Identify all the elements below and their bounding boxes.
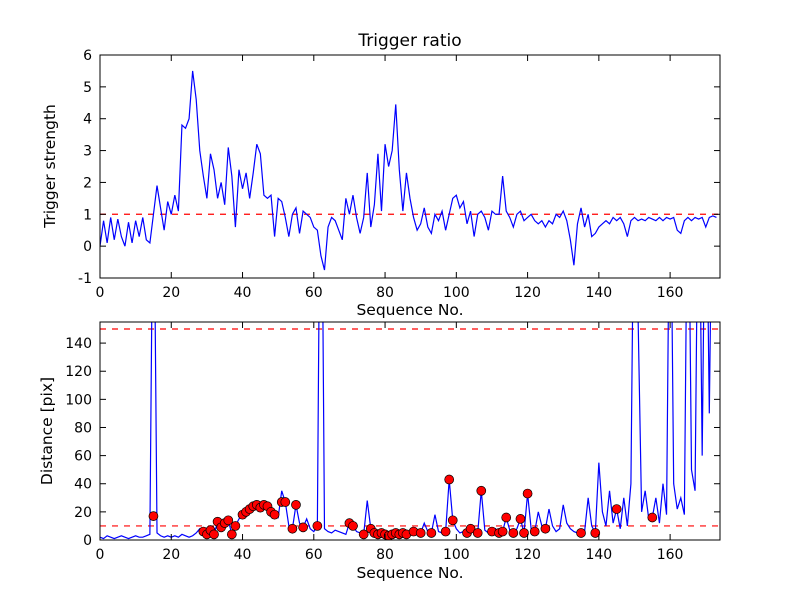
scatter-point xyxy=(298,522,308,533)
scatter-point xyxy=(291,499,301,510)
bottom-yaxis-label: Distance [pix] xyxy=(38,377,56,485)
top-y-tick-label: 4 xyxy=(83,112,92,128)
top-y-tick-label: 6 xyxy=(83,48,92,64)
scatter-point xyxy=(148,511,159,521)
scatter-point xyxy=(647,512,658,523)
scatter-point xyxy=(519,528,529,538)
chart-title: Trigger ratio xyxy=(357,31,461,51)
bottom-y-tick-label: 120 xyxy=(65,364,92,380)
top-axes-frame xyxy=(99,54,721,279)
bottom-x-tick-label: 20 xyxy=(162,547,180,563)
scatter-point xyxy=(501,512,512,523)
bottom-y-tick-label: 0 xyxy=(83,533,92,549)
top-x-tick-label: 60 xyxy=(305,285,323,301)
scatter-point xyxy=(358,529,369,540)
top-y-tick-label: -1 xyxy=(78,271,92,287)
scatter-point xyxy=(540,523,551,534)
scatter-point xyxy=(226,529,237,540)
top-y-tick-label: 5 xyxy=(83,80,92,96)
scatter-point xyxy=(476,485,487,496)
bottom-x-tick-label: 140 xyxy=(585,547,612,563)
bottom-x-tick-label: 100 xyxy=(443,547,470,563)
scatter-point xyxy=(287,523,298,534)
scatter-point xyxy=(426,528,437,538)
bottom-y-tick-label: 60 xyxy=(74,449,92,465)
scatter-point xyxy=(497,526,508,537)
scatter-point xyxy=(280,497,291,507)
bottom-xaxis-label: Sequence No. xyxy=(356,564,463,582)
top-x-tick-label: 80 xyxy=(376,285,394,301)
top-y-tick-label: 3 xyxy=(83,144,92,160)
top-series-line xyxy=(100,70,717,271)
scatter-point xyxy=(522,488,533,499)
scatter-point xyxy=(465,523,476,534)
scatter-point xyxy=(223,515,234,526)
scatter-point xyxy=(209,529,219,540)
scatter-point xyxy=(415,528,426,538)
bottom-y-tick-label: 80 xyxy=(74,420,92,436)
bottom-x-tick-label: 120 xyxy=(514,547,541,563)
top-x-tick-label: 40 xyxy=(234,285,252,301)
bottom-series-line xyxy=(100,322,712,540)
top-x-tick-label: 100 xyxy=(443,285,470,301)
top-x-tick-label: 120 xyxy=(514,285,541,301)
bottom-axes-frame xyxy=(99,321,721,541)
bottom-y-tick-label: 140 xyxy=(65,336,92,352)
bottom-y-tick-label: 20 xyxy=(74,505,92,521)
top-x-tick-label: 0 xyxy=(96,285,105,301)
scatter-point xyxy=(269,509,280,520)
scatter-point xyxy=(590,528,601,538)
top-x-tick-label: 160 xyxy=(657,285,684,301)
scatter-point xyxy=(508,528,519,538)
scatter-point xyxy=(447,515,458,526)
top-y-tick-label: 2 xyxy=(83,175,92,191)
scatter-point xyxy=(611,504,622,514)
scatter-point xyxy=(440,526,451,537)
scatter-point xyxy=(444,474,455,485)
bottom-x-tick-label: 160 xyxy=(657,547,684,563)
scatter-point xyxy=(312,521,323,531)
scatter-point xyxy=(230,521,241,531)
top-x-tick-label: 20 xyxy=(162,285,180,301)
scatter-point xyxy=(348,521,358,531)
bottom-x-tick-label: 40 xyxy=(234,547,252,563)
top-y-tick-label: 1 xyxy=(83,207,92,223)
bottom-y-tick-label: 100 xyxy=(65,392,92,408)
top-x-tick-label: 140 xyxy=(585,285,612,301)
bottom-plot-area: 0 20 40 60 80 100 120 140 160 0 20 40 60 80 100 120 140 xyxy=(65,321,721,563)
top-xaxis-label: Sequence No. xyxy=(356,301,463,319)
top-yaxis-label: Trigger strength xyxy=(41,104,59,229)
top-y-tick-label: 0 xyxy=(83,239,92,255)
bottom-x-tick-label: 80 xyxy=(376,547,394,563)
scatter-point xyxy=(472,528,483,538)
scatter-point xyxy=(529,526,540,537)
bottom-y-tick-label: 40 xyxy=(74,477,92,493)
bottom-x-tick-label: 0 xyxy=(96,547,105,563)
bottom-x-tick-label: 60 xyxy=(305,547,323,563)
scatter-point xyxy=(576,528,586,538)
scatter-point xyxy=(515,514,526,524)
